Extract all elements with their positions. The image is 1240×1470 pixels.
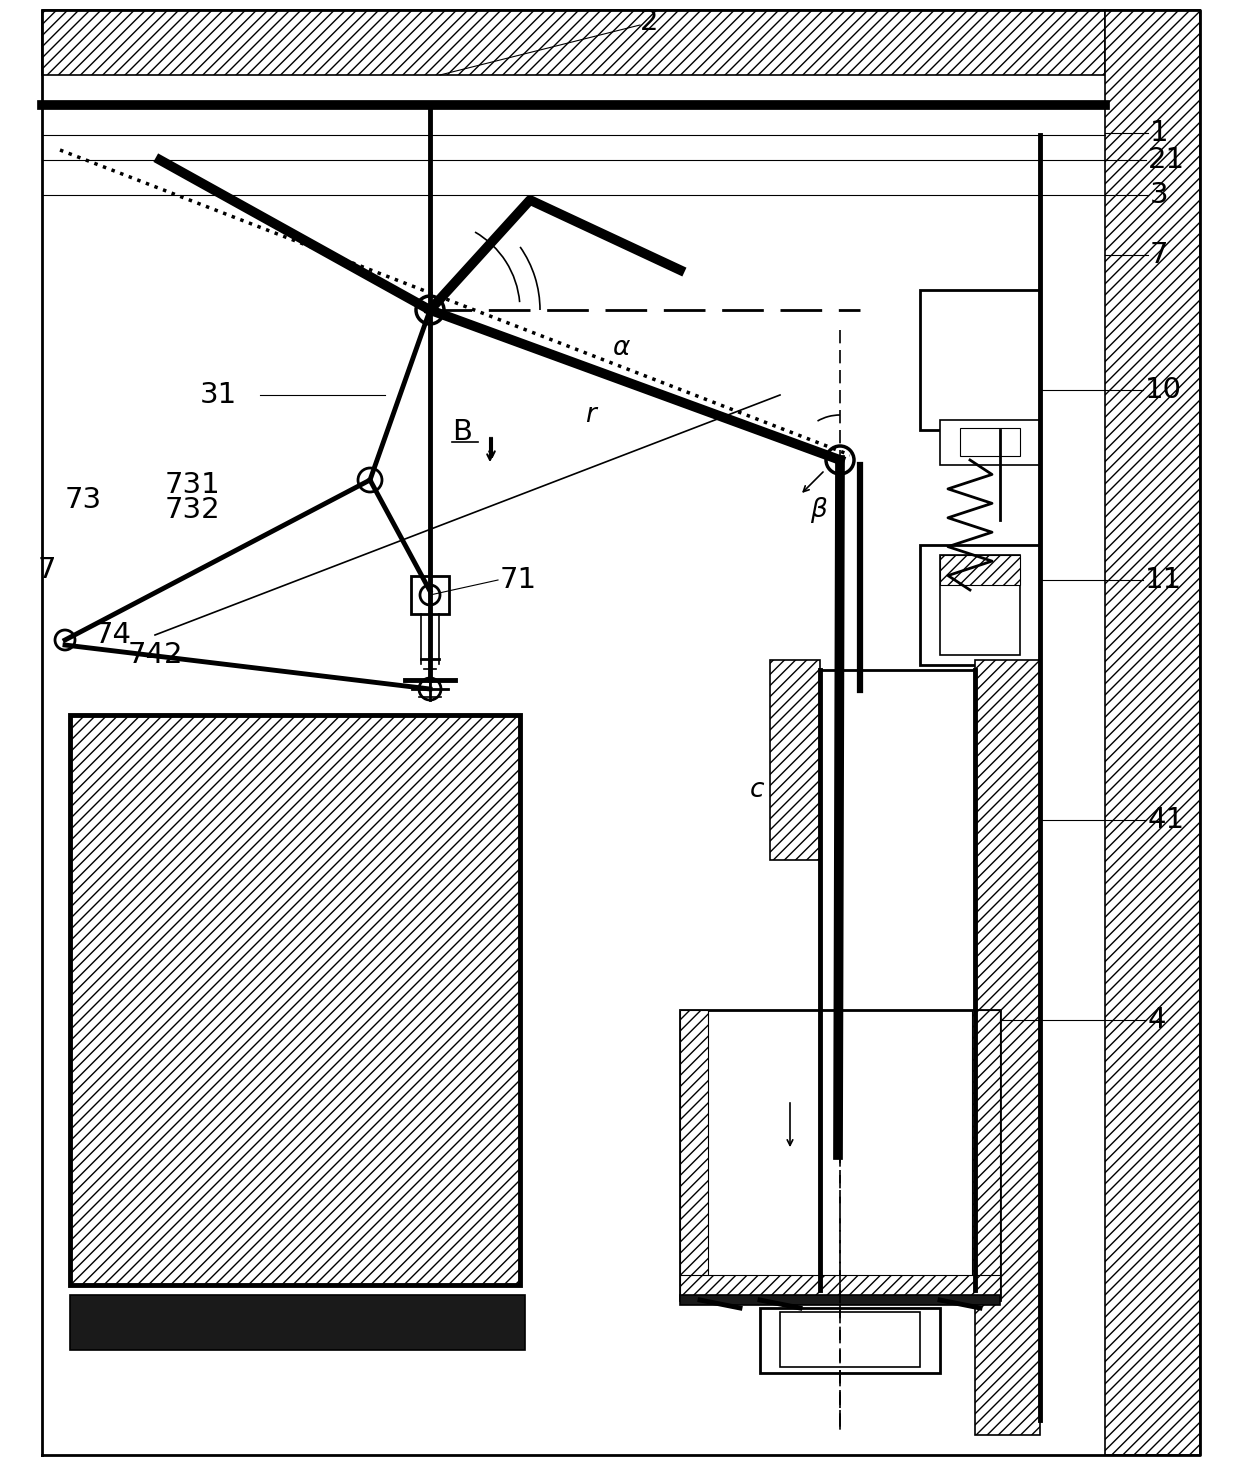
Text: B: B <box>453 417 472 445</box>
Bar <box>972 1010 999 1299</box>
Bar <box>823 1100 972 1160</box>
Text: 10: 10 <box>1145 376 1182 404</box>
Bar <box>69 714 520 1285</box>
Text: 742: 742 <box>128 641 184 669</box>
Text: 74: 74 <box>95 620 131 648</box>
Text: 4: 4 <box>1148 1005 1167 1033</box>
Bar <box>920 545 1040 664</box>
Circle shape <box>826 445 854 473</box>
Text: 1: 1 <box>1149 119 1168 147</box>
Bar <box>920 290 1040 431</box>
Text: 11: 11 <box>1145 566 1182 594</box>
Text: 21: 21 <box>1148 146 1185 173</box>
Circle shape <box>55 631 74 650</box>
Text: 41: 41 <box>1148 806 1185 833</box>
Text: 3: 3 <box>1149 181 1168 209</box>
Text: 31: 31 <box>200 381 237 409</box>
Circle shape <box>825 1142 851 1169</box>
Text: 731: 731 <box>165 470 221 498</box>
Text: 73: 73 <box>64 487 102 514</box>
Bar <box>680 1274 999 1299</box>
Text: 732: 732 <box>165 495 221 523</box>
Text: 71: 71 <box>500 566 537 594</box>
Bar <box>680 1295 999 1305</box>
Bar <box>960 428 1021 456</box>
Circle shape <box>358 467 382 492</box>
Bar <box>680 1010 999 1299</box>
Bar <box>42 10 1105 75</box>
Circle shape <box>419 678 441 700</box>
Circle shape <box>415 295 444 323</box>
Bar <box>780 1313 920 1367</box>
Bar <box>1105 10 1200 1455</box>
Bar <box>69 1295 525 1349</box>
Text: α: α <box>613 335 630 362</box>
Text: β: β <box>810 497 827 523</box>
Bar <box>940 556 1021 585</box>
Bar <box>940 420 1040 465</box>
Text: r: r <box>585 401 596 428</box>
Bar <box>975 660 1040 1435</box>
Text: c: c <box>750 778 765 803</box>
Bar <box>760 1308 940 1373</box>
Bar <box>770 660 820 860</box>
Text: 7: 7 <box>1149 241 1168 269</box>
Bar <box>410 576 449 614</box>
Bar <box>680 1010 708 1299</box>
Circle shape <box>420 585 440 606</box>
Text: 7: 7 <box>38 556 57 584</box>
Text: 2: 2 <box>640 7 658 35</box>
Bar <box>940 556 1021 656</box>
